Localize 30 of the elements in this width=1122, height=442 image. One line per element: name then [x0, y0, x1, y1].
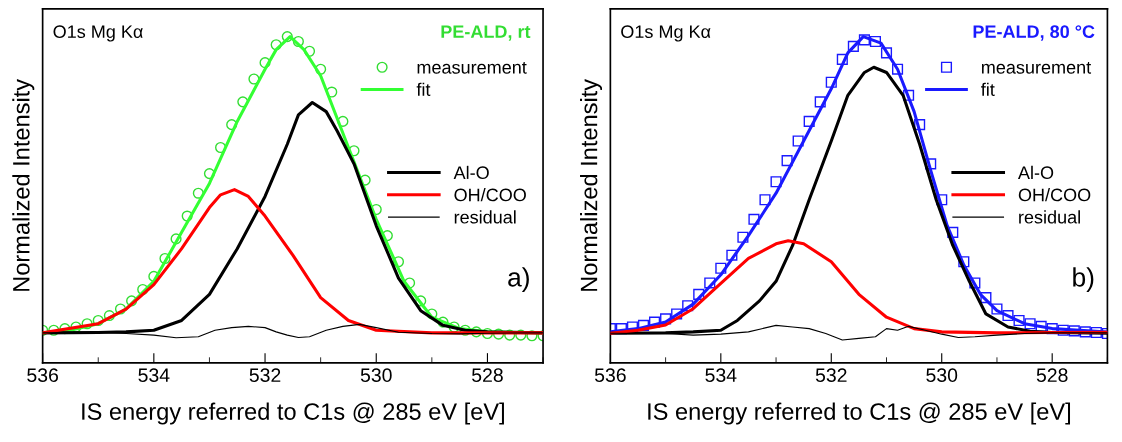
legend-label: residual [1019, 210, 1080, 224]
legend-label: residual [454, 210, 516, 224]
annotation: O1s Mg Kα [53, 25, 143, 42]
y-axis-title: Normalized Intensity [12, 78, 35, 291]
annotation: O1s Mg Kα [621, 25, 711, 42]
legend-label: OH/COO [1018, 188, 1091, 202]
x-tick-label: 530 [926, 368, 958, 383]
x-tick-label: 534 [705, 368, 737, 383]
annotation: PE-ALD, 80 °C [973, 25, 1095, 41]
x-tick-label: 532 [249, 368, 281, 383]
x-tick-label: 536 [594, 368, 626, 383]
x-tick-label: 528 [1036, 368, 1068, 383]
x-tick-label: 532 [815, 368, 847, 383]
annotation: PE-ALD, rt [441, 25, 531, 41]
y-axis-title: Normalized Intensity [580, 78, 603, 291]
legend-label: fit [981, 82, 995, 96]
legend-label: fit [416, 82, 431, 96]
x-tick-label: 536 [27, 368, 58, 383]
annotation: b) [1073, 267, 1094, 292]
legend-label: measurement [417, 61, 527, 74]
x-axis-title: IS energy referred to C1s @ 285 eV [eV] [82, 402, 504, 425]
legend-label: Al-O [1017, 165, 1054, 180]
legend-label: OH/COO [454, 188, 526, 202]
x-tick-label: 528 [472, 368, 503, 383]
legend-label: Al-O [453, 165, 489, 180]
x-tick-label: 530 [360, 368, 392, 383]
annotation: a) [508, 267, 529, 292]
x-axis-title: IS energy referred to C1s @ 285 eV [eV] [648, 402, 1071, 425]
legend-label: measurement [981, 61, 1092, 74]
x-tick-label: 534 [138, 368, 170, 383]
